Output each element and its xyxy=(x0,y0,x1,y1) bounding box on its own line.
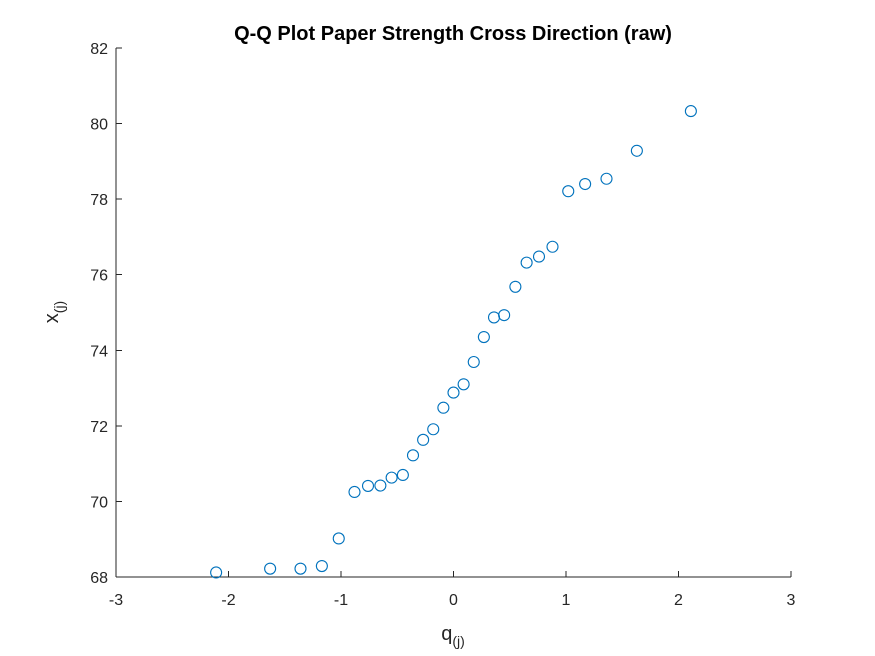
y-axis-label-main: x xyxy=(41,313,63,323)
data-point xyxy=(332,532,345,545)
data-point xyxy=(374,479,387,492)
x-tick-label: 2 xyxy=(674,592,683,609)
x-ticks: -3 -2 -1 0 1 2 3 xyxy=(109,571,796,609)
y-tick-label: 76 xyxy=(90,268,108,285)
data-point xyxy=(447,386,460,399)
x-tick-label: -2 xyxy=(221,592,235,609)
data-point xyxy=(294,562,307,575)
x-axis-label-main: q xyxy=(441,623,452,645)
y-tick-label: 72 xyxy=(90,419,108,436)
x-tick-label: 0 xyxy=(449,592,458,609)
y-tick-label: 80 xyxy=(90,117,108,134)
data-point xyxy=(457,378,470,391)
data-point xyxy=(532,250,546,263)
data-points xyxy=(210,105,697,579)
data-point xyxy=(630,144,643,157)
data-point xyxy=(684,105,697,118)
x-tick-label: 3 xyxy=(787,592,796,609)
y-tick-label: 74 xyxy=(90,343,108,360)
data-point xyxy=(417,433,430,446)
data-point xyxy=(264,562,277,575)
chart-title: Q-Q Plot Paper Strength Cross Direction … xyxy=(234,23,672,45)
y-tick-label: 82 xyxy=(90,41,108,58)
y-ticks: 68 70 72 74 76 78 80 82 xyxy=(90,41,122,587)
x-tick-label: -1 xyxy=(334,592,348,609)
y-tick-label: 78 xyxy=(90,192,108,209)
data-point xyxy=(487,311,501,324)
data-point xyxy=(396,468,409,482)
data-point xyxy=(509,280,522,293)
axes xyxy=(115,48,791,578)
x-tick-label: -3 xyxy=(109,592,123,609)
data-point xyxy=(579,177,592,191)
y-axis-label-sub: (j) xyxy=(51,301,67,313)
data-point xyxy=(467,355,480,369)
data-point xyxy=(437,401,450,414)
x-tick-label: 1 xyxy=(562,592,571,609)
data-point xyxy=(427,423,440,436)
data-point xyxy=(210,566,223,579)
data-point xyxy=(477,331,490,344)
data-point xyxy=(361,479,375,492)
data-point xyxy=(348,485,361,499)
data-point xyxy=(498,309,511,322)
data-point xyxy=(600,172,613,185)
x-axis-label-sub: (j) xyxy=(452,633,464,649)
data-point xyxy=(562,185,575,198)
data-point xyxy=(546,240,559,253)
y-tick-label: 68 xyxy=(90,570,108,587)
y-axis-label: x(j) xyxy=(41,301,67,323)
x-axis-label: q(j) xyxy=(441,623,465,649)
data-point xyxy=(315,559,328,573)
data-point xyxy=(520,256,533,269)
data-point xyxy=(385,471,398,484)
data-point xyxy=(406,449,420,462)
y-tick-label: 70 xyxy=(90,494,108,511)
